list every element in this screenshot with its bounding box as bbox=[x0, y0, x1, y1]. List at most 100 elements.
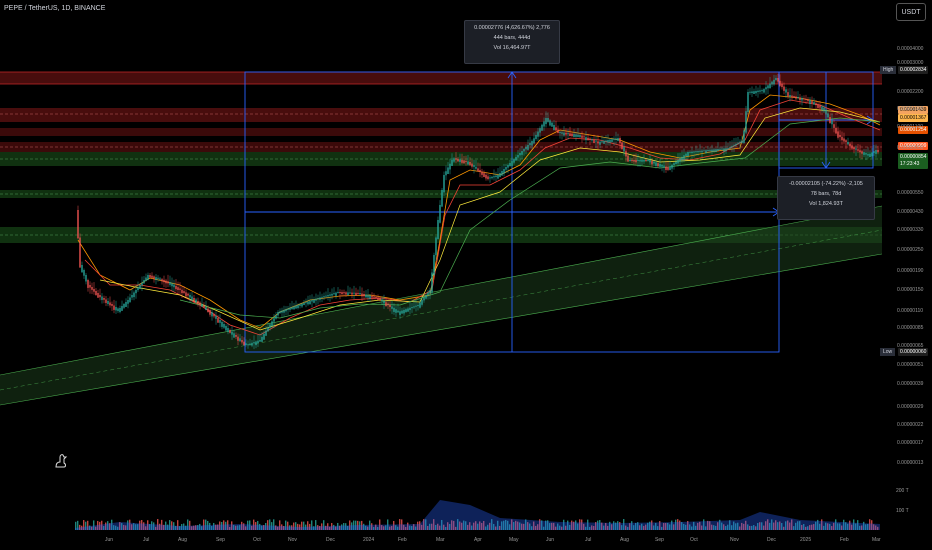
candle-body bbox=[79, 237, 81, 268]
volume-bar bbox=[167, 524, 169, 530]
candle-body bbox=[819, 105, 821, 108]
candle-body bbox=[565, 132, 567, 135]
volume-bar bbox=[121, 523, 123, 530]
ma-line bbox=[179, 117, 881, 319]
candle-body bbox=[727, 148, 729, 150]
candle-body bbox=[227, 328, 229, 332]
candle-body bbox=[247, 344, 249, 346]
volume-bar bbox=[227, 520, 229, 530]
candle-body bbox=[739, 141, 741, 143]
candle-body bbox=[383, 300, 385, 304]
candle-body bbox=[825, 109, 827, 114]
volume-bar bbox=[343, 523, 345, 530]
candle-body bbox=[775, 78, 777, 81]
volume-bar bbox=[471, 525, 473, 530]
currency-button[interactable]: USDT bbox=[896, 3, 926, 21]
resistance-zone bbox=[0, 108, 882, 122]
volume-bar bbox=[305, 524, 307, 530]
volume-bar bbox=[731, 525, 733, 530]
volume-bar bbox=[519, 522, 521, 530]
candle-body bbox=[409, 307, 411, 310]
candle-body bbox=[705, 150, 707, 154]
volume-bar bbox=[575, 520, 577, 530]
volume-bar bbox=[653, 525, 655, 530]
candle-body bbox=[653, 161, 655, 164]
candle-body bbox=[673, 163, 675, 166]
volume-bar bbox=[255, 522, 257, 530]
candle-body bbox=[163, 279, 165, 283]
volume-bar bbox=[809, 525, 811, 530]
volume-bar bbox=[265, 522, 267, 530]
volume-bar bbox=[353, 520, 355, 530]
volume-bar bbox=[535, 525, 537, 530]
time-tick: 2024 bbox=[363, 537, 375, 543]
candle-body bbox=[343, 292, 345, 294]
candle-body bbox=[115, 307, 117, 311]
volume-bar bbox=[323, 520, 325, 530]
candle-body bbox=[675, 161, 677, 165]
candle-body bbox=[453, 158, 455, 162]
volume-bar bbox=[637, 522, 639, 530]
candle-body bbox=[207, 308, 209, 313]
measure-up-bars: 444 bars, 444d bbox=[493, 35, 531, 41]
volume-bar bbox=[859, 525, 861, 530]
time-tick: Oct bbox=[253, 537, 261, 543]
candle-body bbox=[263, 333, 265, 340]
candle-body bbox=[669, 166, 671, 171]
candle-body bbox=[551, 122, 553, 127]
measure-tooltip-down: -0.00002105 (-74.22%) -2,105 78 bars, 78… bbox=[777, 176, 875, 220]
candle-body bbox=[569, 133, 571, 137]
time-tick: Aug bbox=[178, 537, 187, 543]
volume-bar bbox=[235, 525, 237, 530]
volume-bar bbox=[465, 521, 467, 530]
candle-body bbox=[351, 292, 353, 295]
volume-bar bbox=[753, 525, 755, 530]
volume-tick: 100 T bbox=[896, 508, 909, 514]
volume-bar bbox=[377, 526, 379, 530]
volume-bar bbox=[85, 521, 87, 530]
candle-body bbox=[153, 276, 155, 279]
volume-bar bbox=[435, 524, 437, 530]
symbol-title: PEPE / TetherUS, 1D, BINANCE bbox=[4, 5, 106, 12]
candle-body bbox=[467, 161, 469, 165]
volume-bar bbox=[843, 519, 845, 530]
candle-body bbox=[587, 137, 589, 141]
candle-body bbox=[245, 343, 247, 346]
candle-body bbox=[193, 298, 195, 303]
volume-bar bbox=[157, 519, 159, 530]
candle-body bbox=[95, 291, 97, 296]
volume-bar bbox=[129, 519, 131, 530]
candle-body bbox=[213, 314, 215, 317]
low-price-label: 0.00000060 bbox=[898, 348, 929, 356]
candle-body bbox=[747, 92, 749, 113]
price-tick: 0.00000250 bbox=[897, 247, 924, 253]
candle-body bbox=[731, 145, 733, 148]
volume-bar bbox=[375, 524, 377, 530]
volume-bar bbox=[697, 522, 699, 530]
volume-bar bbox=[123, 524, 125, 530]
volume-bar bbox=[721, 522, 723, 530]
candle-body bbox=[493, 176, 495, 178]
volume-bar bbox=[441, 519, 443, 530]
volume-bar bbox=[751, 525, 753, 530]
price-chart[interactable] bbox=[0, 0, 882, 550]
resistance-zone bbox=[0, 72, 882, 84]
candle-body bbox=[709, 149, 711, 151]
candle-body bbox=[355, 292, 357, 296]
volume-bar bbox=[601, 522, 603, 530]
volume-bar bbox=[231, 521, 233, 530]
price-axis[interactable]: High 0.00002834 0.00001439 0.00001367 0.… bbox=[880, 0, 932, 550]
candle-body bbox=[561, 132, 563, 134]
volume-bar bbox=[549, 523, 551, 530]
volume-bar bbox=[757, 523, 759, 530]
candle-body bbox=[827, 113, 829, 118]
volume-bar bbox=[185, 525, 187, 530]
candle-body bbox=[261, 336, 263, 342]
volume-bar bbox=[217, 524, 219, 530]
candle-body bbox=[451, 159, 453, 166]
candle-body bbox=[149, 275, 151, 278]
volume-bar bbox=[667, 522, 669, 530]
volume-bar bbox=[647, 522, 649, 530]
volume-bar bbox=[341, 524, 343, 530]
volume-bar bbox=[249, 520, 251, 530]
